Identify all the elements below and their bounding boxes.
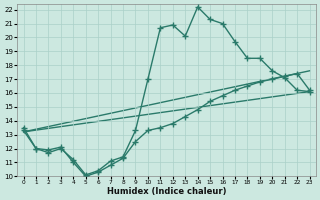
X-axis label: Humidex (Indice chaleur): Humidex (Indice chaleur) [107,187,226,196]
